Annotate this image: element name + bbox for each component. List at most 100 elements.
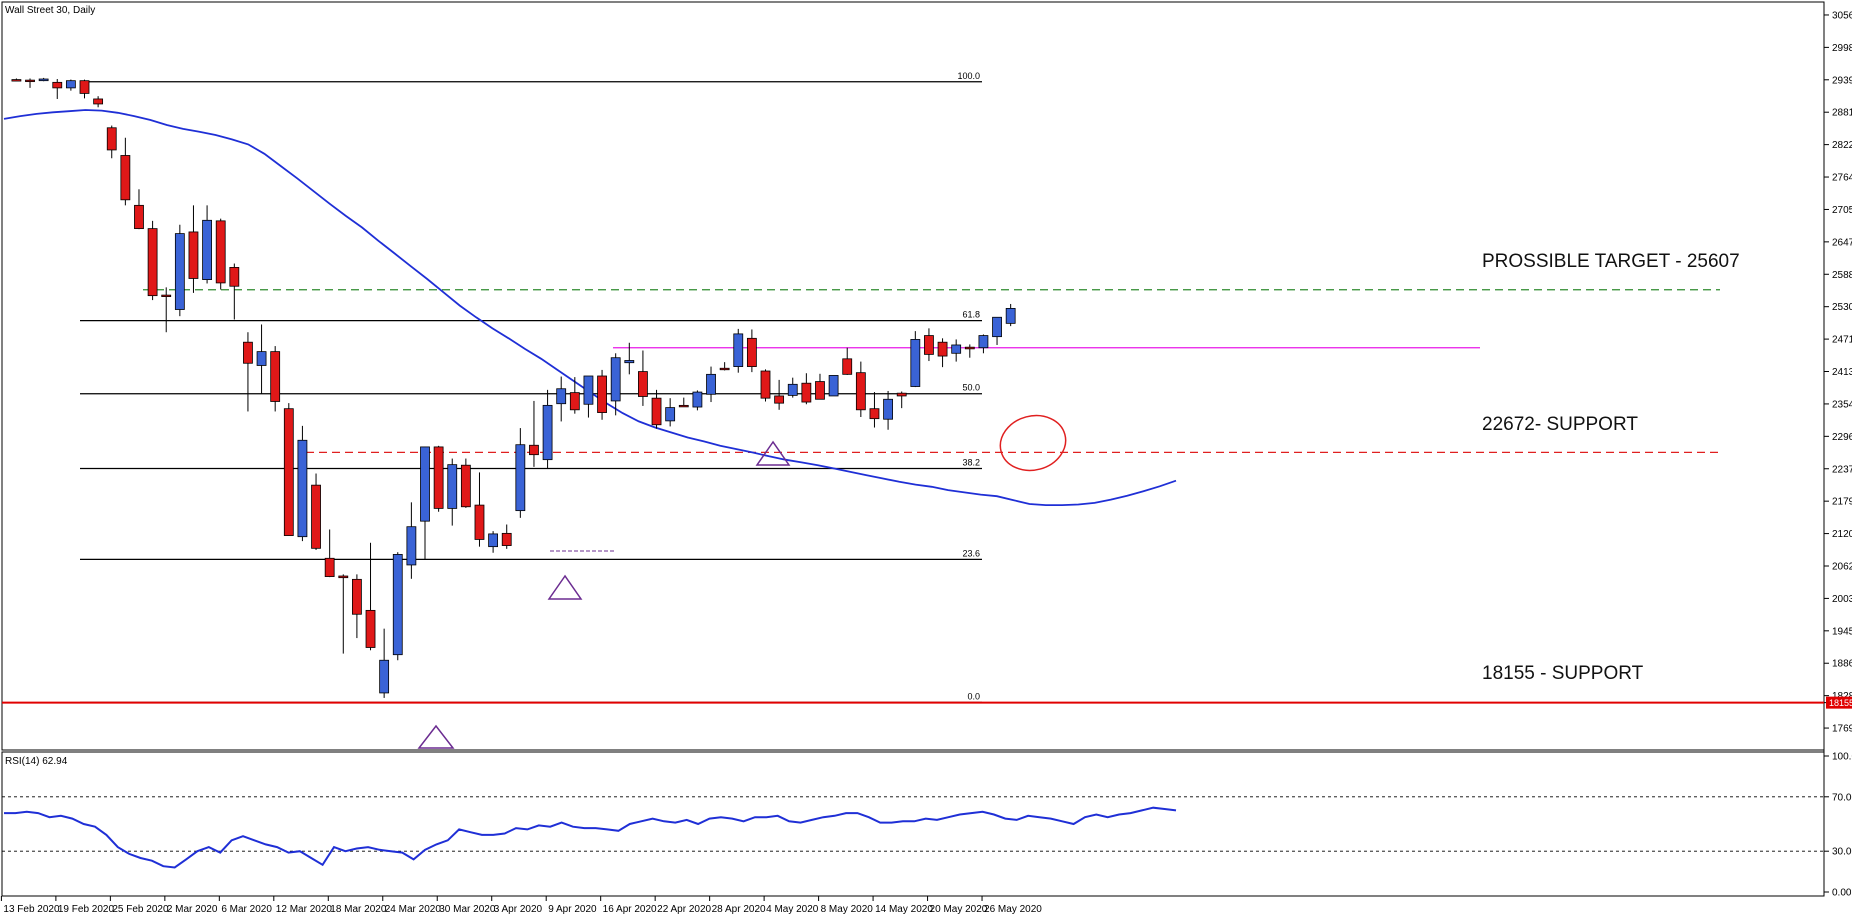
candle-body-66	[910, 339, 921, 387]
candle-body-7	[106, 127, 117, 151]
candle-body-71	[978, 335, 989, 349]
candle-body-47	[651, 397, 662, 426]
price-tick-label-10: 22961	[1832, 432, 1852, 443]
price-tick-label-13: 24716	[1832, 335, 1852, 346]
candle-body-62	[855, 372, 866, 411]
price-tick-label-23: 30566	[1832, 10, 1852, 21]
date-label-2: 25 Feb 2020	[112, 904, 169, 915]
date-label-9: 3 Apr 2020	[494, 904, 543, 915]
candle-body-57	[787, 383, 798, 396]
candle-body-43	[597, 375, 607, 413]
candle-body-18	[256, 351, 267, 366]
price-tick-label-15: 25886	[1832, 270, 1852, 281]
candle-body-55	[760, 370, 771, 399]
price-tick-label-16: 26471	[1832, 237, 1852, 248]
fib-label-100-0: 100.0	[957, 71, 980, 81]
annotation-texts: PROSSIBLE TARGET - 25607 22672- SUPPORT 18…	[1482, 251, 1740, 684]
annotation-target: PROSSIBLE TARGET - 25607	[1482, 251, 1740, 272]
date-label-10: 9 Apr 2020	[548, 904, 597, 915]
candle-body-20	[283, 408, 294, 536]
candle-body-40	[556, 388, 567, 405]
date-label-1: 19 Feb 2020	[58, 904, 115, 915]
candle-body-0	[11, 79, 22, 82]
candle-body-31	[433, 446, 444, 509]
annotation-support-22672: 22672- SUPPORT	[1482, 414, 1638, 435]
candle-body-35	[488, 533, 499, 548]
candle-body-9	[134, 204, 144, 230]
candle-body-12	[174, 233, 185, 310]
price-tick-label-11: 23546	[1832, 399, 1852, 410]
candle-body-52	[719, 367, 730, 371]
candle-body-48	[665, 407, 676, 422]
rsi-tick-label-0: 0.00	[1832, 888, 1852, 899]
candle-body-51	[706, 373, 716, 395]
candle-body-8	[120, 155, 131, 201]
price-tick-label-14: 25301	[1832, 302, 1852, 313]
rsi-tick-label-2: 70.00	[1832, 792, 1852, 803]
annotation-support-18155: 18155 - SUPPORT	[1482, 663, 1644, 684]
date-label-18: 26 May 2020	[984, 904, 1042, 915]
candle-body-24	[338, 575, 349, 579]
candle-body-59	[815, 381, 825, 400]
candle-body-10	[147, 228, 158, 297]
date-label-14: 4 May 2020	[766, 904, 819, 915]
candle-body-26	[365, 609, 376, 648]
price-tick-label-8: 21791	[1832, 497, 1852, 508]
price-tick-label-17: 27056	[1832, 205, 1852, 216]
candle-body-44	[610, 357, 621, 402]
candle-body-50	[692, 391, 703, 408]
triangle-marker-1	[417, 724, 455, 749]
level-lines	[2, 289, 1824, 704]
candle-body-13	[188, 231, 199, 279]
candle-body-70	[964, 346, 975, 350]
date-label-11: 16 Apr 2020	[603, 904, 657, 915]
candle-body-54	[746, 337, 757, 367]
candle-body-63	[869, 408, 880, 420]
triangle-marker-2	[547, 574, 583, 600]
candle-body-64	[883, 398, 893, 420]
candle-body-19	[270, 351, 281, 402]
candle-body-27	[379, 659, 390, 694]
candle-body-65	[896, 392, 907, 397]
fib-label-23-6: 23.6	[962, 548, 980, 558]
candle-body-6	[93, 98, 104, 105]
candle-body-1	[25, 79, 35, 83]
candle-body-16	[229, 267, 240, 287]
candle-body-49	[678, 404, 689, 408]
rsi-line	[4, 806, 1177, 869]
fibonacci-lines: 100.0 61.8 50.0 38.2 23.6 0.0	[80, 71, 982, 703]
candle-body-2	[38, 78, 49, 82]
candle-body-46	[638, 371, 648, 397]
candle-body-38	[529, 444, 539, 456]
date-label-17: 20 May 2020	[930, 904, 988, 915]
fib-label-0-0: 0.0	[967, 691, 980, 701]
price-tick-label-4: 19451	[1832, 626, 1852, 637]
rsi-tick-label-1: 30.00	[1832, 847, 1852, 858]
candle-body-25	[351, 578, 362, 615]
candle-body-21	[297, 439, 308, 538]
date-label-8: 30 Mar 2020	[439, 904, 496, 915]
candle-body-15	[215, 220, 226, 284]
candles-layer	[11, 77, 1016, 698]
date-label-16: 14 May 2020	[875, 904, 933, 915]
price-tick-label-6: 20621	[1832, 561, 1852, 572]
candle-body-17	[243, 341, 253, 364]
candle-body-45	[624, 360, 635, 364]
price-marker-label: 18155	[1829, 698, 1852, 708]
candle-body-28	[392, 554, 403, 656]
price-tick-label-9: 22376	[1832, 464, 1852, 475]
candle-body-67	[924, 335, 934, 355]
candle-body-29	[406, 526, 417, 566]
circle-highlight	[999, 414, 1067, 472]
candle-body-39	[542, 404, 553, 461]
candle-body-41	[569, 392, 580, 411]
date-label-6: 18 Mar 2020	[330, 904, 387, 915]
date-label-12: 22 Apr 2020	[657, 904, 711, 915]
candle-body-3	[52, 81, 63, 89]
price-tick-label-19: 28226	[1832, 140, 1852, 151]
price-tick-label-18: 27641	[1832, 173, 1852, 184]
date-label-3: 2 Mar 2020	[167, 904, 218, 915]
price-tick-label-21: 29396	[1832, 75, 1852, 86]
candle-body-32	[447, 464, 458, 509]
